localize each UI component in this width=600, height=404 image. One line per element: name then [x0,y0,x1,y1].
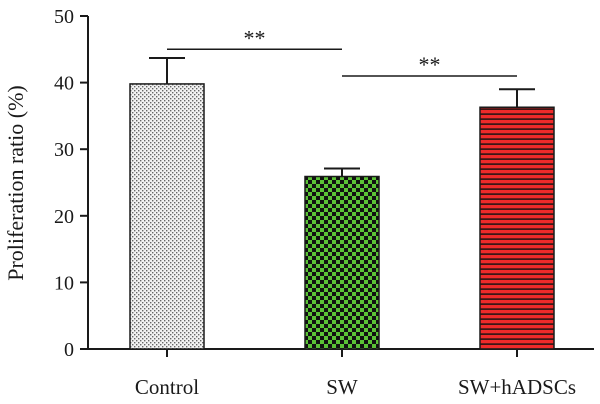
y-tick-label: 30 [54,139,74,161]
y-tick-label: 40 [54,73,74,95]
error-bars [149,56,535,177]
y-tick-label: 50 [54,6,74,28]
category-label: SW [326,375,358,399]
significance-brackets: ** ** [167,25,517,77]
category-label: SW+hADSCs [458,375,576,399]
y-axis-title: Proliferation ratio (%) [3,85,28,281]
category-labels: Control SW SW+hADSCs [135,349,576,399]
bar-sw-hadscs [479,106,555,350]
y-tick-label: 0 [64,339,74,361]
y-ticks: 0 10 20 30 40 50 [54,6,88,361]
category-label: Control [135,375,199,399]
significance-label: ** [244,25,266,50]
y-tick-label: 10 [54,272,74,294]
bar-sw [304,175,380,350]
bars [129,83,555,350]
y-tick-label: 20 [54,206,74,228]
bar-control [129,83,205,350]
significance-label: ** [419,52,441,77]
